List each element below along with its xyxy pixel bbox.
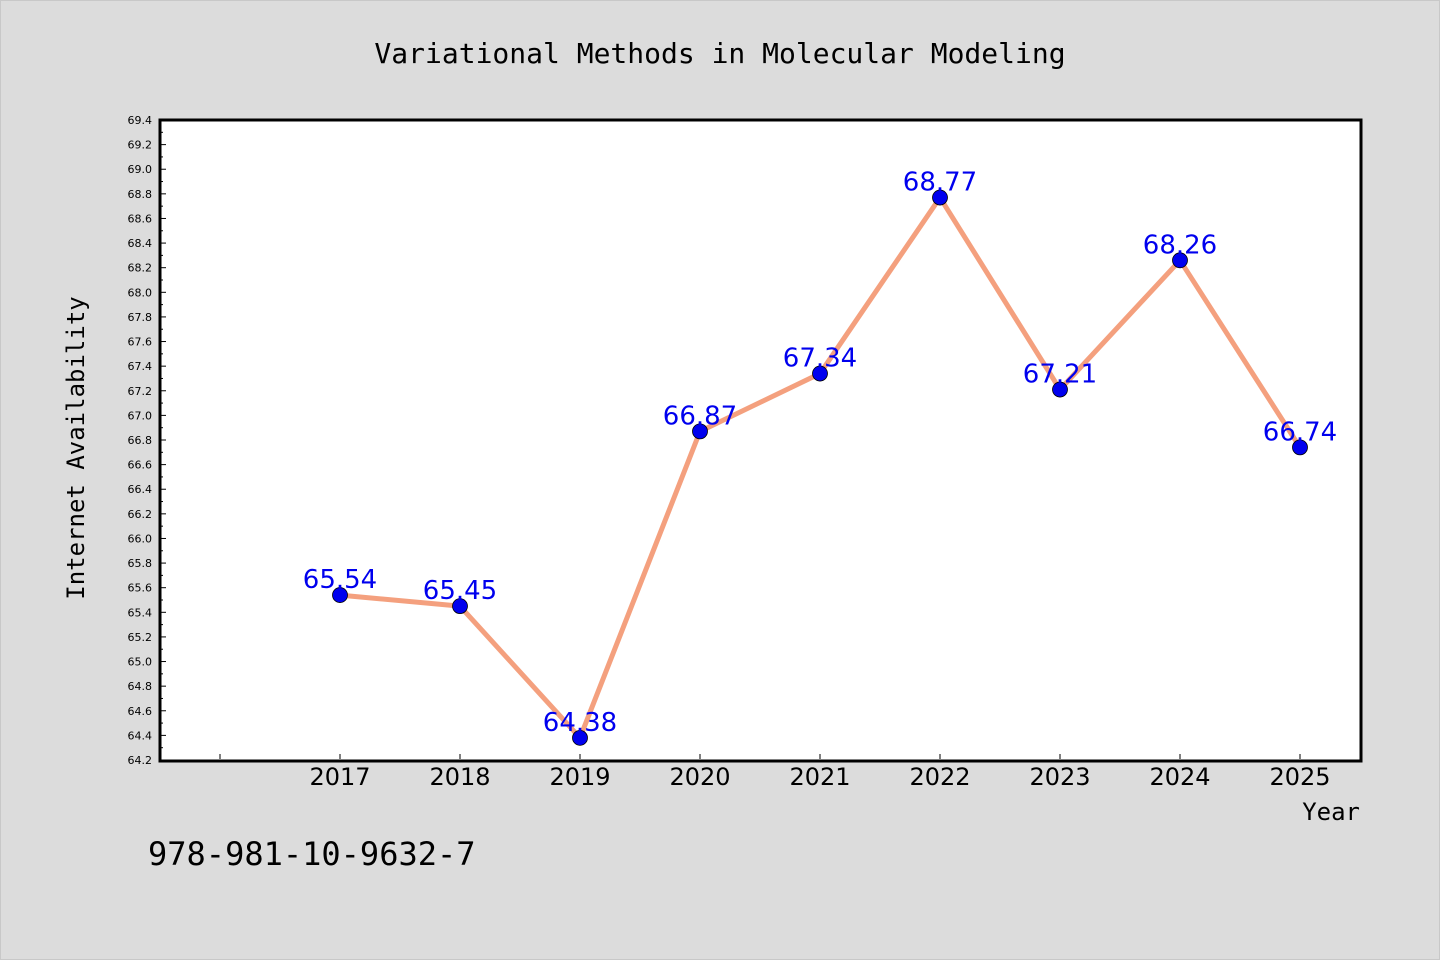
y-tick-label: 67.4 <box>128 360 153 373</box>
x-axis: 2017 2018 2019 2020 2021 2022 2023 2024 2025 <box>219 754 1331 791</box>
y-tick-label: 66.6 <box>128 459 153 472</box>
y-tick-label: 65.6 <box>128 582 153 595</box>
data-point-marker <box>692 423 708 440</box>
x-tick-label: 2023 <box>1029 763 1090 791</box>
data-point-marker <box>932 189 948 206</box>
y-tick-label: 68.4 <box>128 237 153 250</box>
y-tick-label: 66.2 <box>128 508 153 521</box>
y-tick-label: 64.2 <box>128 754 153 767</box>
data-point-marker <box>332 587 348 603</box>
y-tick-label: 68.2 <box>128 262 153 275</box>
plot-area <box>158 118 1363 763</box>
y-tick-label: 66.4 <box>128 483 153 496</box>
data-label: 68.77 <box>903 168 977 198</box>
chart-title: Variational Methods in Molecular Modelin… <box>374 37 1065 70</box>
y-tick-label: 65.4 <box>128 606 153 619</box>
y-tick-label: 66.0 <box>128 532 153 545</box>
y-tick-label: 65.0 <box>128 656 153 669</box>
y-tick-label: 68.8 <box>128 188 153 201</box>
data-point-marker <box>572 729 588 746</box>
y-tick-label: 65.2 <box>128 631 153 644</box>
y-tick-label: 66.8 <box>128 434 153 447</box>
series-group: 65.54 65.45 64.38 66.87 67.34 68.77 67.21 68.26… <box>303 168 1337 746</box>
data-label: 65.54 <box>303 565 377 595</box>
y-tick-label: 64.8 <box>128 680 153 693</box>
data-label: 65.45 <box>423 576 497 606</box>
x-tick-label: 2019 <box>549 763 610 791</box>
data-point-marker <box>452 598 468 615</box>
y-tick-label: 69.0 <box>128 163 153 176</box>
data-point-marker <box>1172 252 1188 269</box>
y-tick-label: 67.2 <box>128 385 153 398</box>
x-tick-label: 2017 <box>309 763 370 791</box>
y-tick-label: 67.0 <box>128 409 153 422</box>
y-tick-label: 67.8 <box>128 311 153 324</box>
x-tick-label: 2025 <box>1269 763 1330 791</box>
data-label: 67.34 <box>783 344 857 374</box>
y-axis: 64.2 64.4 64.6 64.8 65.0 65.2 65.4 65.6 65.8 66.0… <box>128 114 166 767</box>
y-tick-label: 64.6 <box>128 705 153 718</box>
data-point-marker <box>812 365 828 382</box>
data-label: 67.21 <box>1023 360 1097 390</box>
data-point-marker <box>1052 381 1068 398</box>
y-tick-label: 68.6 <box>128 212 153 225</box>
y-tick-label: 69.4 <box>128 114 153 127</box>
y-axis-label: Internet Availability <box>62 296 90 599</box>
y-tick-label: 68.0 <box>128 286 153 299</box>
x-tick-label: 2024 <box>1149 763 1210 791</box>
x-tick-label: 2020 <box>669 763 730 791</box>
x-axis-label: Year <box>1302 798 1360 826</box>
y-tick-label: 65.8 <box>128 557 153 570</box>
y-tick-label: 64.4 <box>128 729 153 742</box>
data-label: 66.87 <box>663 401 737 431</box>
data-point-marker <box>1292 439 1308 456</box>
footnote-isbn: 978-981-10-9632-7 <box>148 835 476 873</box>
y-tick-label: 69.2 <box>128 139 153 152</box>
data-label: 64.38 <box>543 708 617 738</box>
data-label: 66.74 <box>1263 417 1337 447</box>
x-tick-label: 2021 <box>789 763 850 791</box>
x-tick-label: 2018 <box>429 763 490 791</box>
x-tick-label: 2022 <box>909 763 970 791</box>
y-tick-label: 67.6 <box>128 336 153 349</box>
data-label: 68.26 <box>1143 230 1217 260</box>
